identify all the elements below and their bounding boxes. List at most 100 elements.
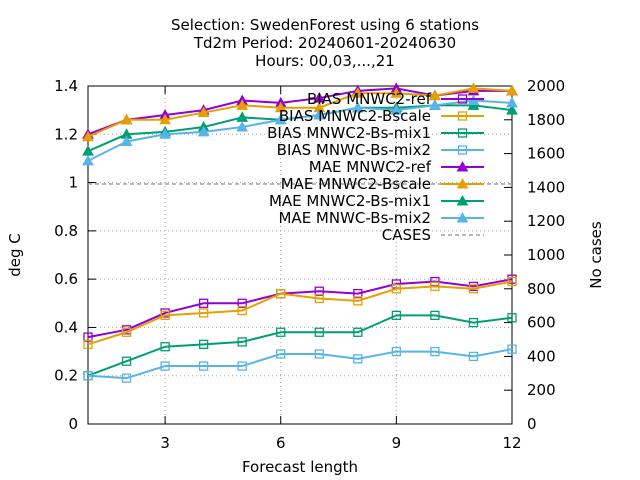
data-point [457,94,468,104]
data-point [237,361,247,371]
data-point [430,310,440,321]
legend-entry: MAE MNWC2-ref [309,158,484,176]
legend-entry: BIAS MNWC-Bs-mix2 [277,141,484,159]
data-point [197,106,210,118]
data-point [353,327,363,337]
data-point [82,154,94,166]
data-point [276,327,286,337]
series-line [87,348,513,380]
y-tick-label: 1 [68,174,78,192]
legend-label: MAE MNWC2-ref [309,158,432,176]
y-axis-ticks: 0 0.2 0.4 0.6 0.8 1 1.2 1.4 [54,77,96,433]
series-line [87,278,513,339]
y2-tick-label: 1000 [527,246,565,264]
data-point [468,317,479,328]
data-point [390,87,403,98]
data-point [198,308,209,318]
data-point [314,349,324,359]
legend-entry: CASES [382,226,484,244]
legend-entry: MAE MNWC2-Bs-mix1 [269,192,484,210]
data-point [237,305,247,316]
data-point [121,327,132,337]
y2-tick-label: 1400 [527,178,565,196]
data-point [274,113,287,125]
data-point [429,99,441,110]
data-point [237,298,247,308]
legend-label: BIAS MNWC2-Bscale [279,107,431,125]
legend-label: MAE MNWC2-Bscale [281,175,431,193]
y2-axis-label: No cases [587,221,605,289]
data-point [160,361,170,371]
legend-label: MAE MNWC2-Bs-mix1 [269,192,431,210]
y-tick-label: 0.4 [54,318,78,336]
data-point [83,332,93,342]
data-point [468,284,479,294]
data-point [237,337,247,347]
data-point [159,113,171,125]
data-point [430,346,440,357]
data-point [456,194,469,206]
data-point [159,128,171,139]
legend-label: CASES [382,226,431,244]
legend-label: BIAS MNWC-Bs-mix2 [277,141,431,159]
data-point [353,354,363,364]
data-point [351,87,364,98]
data-point [120,135,133,147]
data-point [276,349,286,359]
x-tick-label: 12 [502,434,521,452]
title-line-2: Td2m Period: 20240601-20240630 [193,34,456,52]
legend-entry: BIAS MNWC2-Bs-mix1 [267,124,484,142]
data-point [276,288,286,299]
data-point [198,339,209,349]
data-point [314,286,324,296]
data-point [313,108,326,120]
data-point [468,351,479,362]
data-point [506,104,518,115]
y-tick-label: 0 [68,415,78,433]
data-point [197,125,210,137]
y2-tick-label: 1800 [527,111,565,129]
data-point [198,361,209,371]
y2-tick-label: 800 [527,280,556,298]
y-tick-label: 0.6 [54,270,78,288]
data-point [391,310,402,321]
data-point [506,96,518,108]
data-point [121,356,132,366]
data-point [314,327,324,337]
title-line-1: Selection: SwedenForest using 6 stations [171,16,479,34]
x-tick-label: 6 [276,434,286,452]
series-bias-mnwc2-bs-mix1 [83,310,517,381]
legend-label: MAE MNWC-Bs-mix2 [278,209,431,227]
data-point [507,313,517,323]
series-bias-mnwc2-ref [83,274,517,342]
y2-tick-label: 600 [527,314,556,332]
y-axis-label: deg C [6,233,24,277]
series-line [87,280,513,346]
y-tick-label: 0.8 [54,222,78,240]
data-point [457,111,468,121]
legend-label: BIAS MNWC2-ref [307,90,432,108]
y2-tick-label: 400 [527,347,556,365]
data-point [507,276,517,287]
data-point [456,177,469,189]
y2-tick-label: 2000 [527,77,565,95]
grid [88,86,512,424]
y-tick-label: 0.2 [54,367,78,385]
y2-tick-label: 1200 [527,212,565,230]
data-point [83,339,93,349]
data-point [457,128,468,138]
data-point [353,296,363,306]
data-point [82,130,94,142]
title-line-3: Hours: 00,03,...,21 [255,52,395,70]
series-line [87,99,513,162]
series-line [87,314,513,377]
legend-entry: MAE MNWC-Bs-mix2 [278,209,484,227]
data-point [121,373,132,383]
data-point [430,281,440,292]
series-bias-mnwc2-bscale [83,276,517,349]
series-mae-mnwc-bs-mix2 [82,94,518,166]
data-point [236,121,249,132]
data-point [506,84,518,96]
